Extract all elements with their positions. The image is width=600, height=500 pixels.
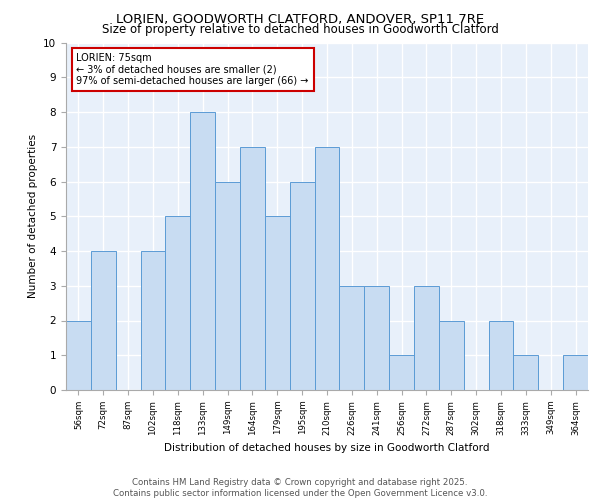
Bar [166,216,190,390]
X-axis label: Distribution of detached houses by size in Goodworth Clatford: Distribution of detached houses by size … [164,443,490,453]
Bar [215,182,240,390]
Bar [314,147,340,390]
Text: LORIEN: 75sqm
← 3% of detached houses are smaller (2)
97% of semi-detached house: LORIEN: 75sqm ← 3% of detached houses ar… [76,53,309,86]
Bar [364,286,389,390]
Bar [66,320,91,390]
Y-axis label: Number of detached properties: Number of detached properties [28,134,38,298]
Bar [190,112,215,390]
Text: Size of property relative to detached houses in Goodworth Clatford: Size of property relative to detached ho… [101,22,499,36]
Bar [439,320,464,390]
Bar [389,355,414,390]
Bar [514,355,538,390]
Bar [290,182,314,390]
Bar [140,251,166,390]
Bar [265,216,290,390]
Bar [488,320,514,390]
Text: LORIEN, GOODWORTH CLATFORD, ANDOVER, SP11 7RE: LORIEN, GOODWORTH CLATFORD, ANDOVER, SP1… [116,12,484,26]
Bar [240,147,265,390]
Bar [414,286,439,390]
Text: Contains HM Land Registry data © Crown copyright and database right 2025.
Contai: Contains HM Land Registry data © Crown c… [113,478,487,498]
Bar [563,355,588,390]
Bar [91,251,116,390]
Bar [340,286,364,390]
